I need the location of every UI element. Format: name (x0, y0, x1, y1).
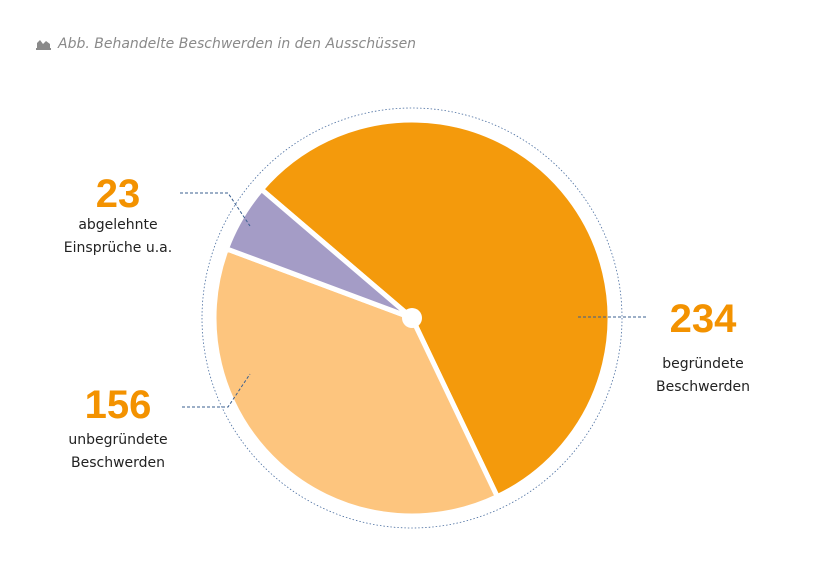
value-label: 23 (95, 172, 141, 216)
category-label: unbegründete Beschwerden (68, 432, 168, 471)
slice-label: 23 abgelehnte Einsprüche u.a. (18, 172, 218, 260)
outer-ring (201, 107, 623, 529)
leader-lines (180, 192, 646, 408)
pie-slice (223, 186, 415, 321)
slice-label: 234 begründete Beschwerden (603, 297, 803, 399)
center-dot (402, 308, 422, 328)
slice-label: 156 unbegründete Beschwerden (18, 383, 218, 475)
title-icon (36, 40, 51, 50)
category-label: abgelehnte Einsprüche u.a. (63, 217, 173, 256)
category-label: begründete Beschwerden (655, 356, 751, 395)
pie-slice (258, 117, 613, 500)
value-label: 156 (84, 383, 152, 427)
pie-slice (211, 246, 500, 519)
chart-title: Abb. Behandelte Beschwerden in den Aussc… (58, 36, 417, 52)
value-label: 234 (669, 297, 737, 341)
